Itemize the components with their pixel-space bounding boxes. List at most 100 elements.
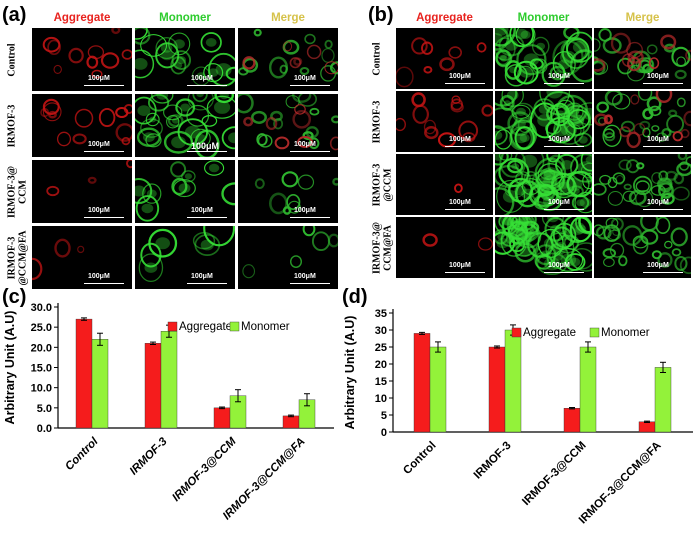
y-tick-label: 35 bbox=[375, 308, 387, 320]
cell-mark bbox=[495, 28, 510, 51]
cell-mark bbox=[676, 162, 691, 177]
cell-mark bbox=[513, 241, 521, 248]
scale-bar-label: 100μM bbox=[449, 73, 471, 80]
cell-mark bbox=[646, 96, 662, 112]
cell-mark bbox=[238, 94, 254, 114]
row-label: IRMOF-3@ CCM bbox=[6, 165, 28, 218]
cell-mark bbox=[612, 172, 626, 185]
cell-mark bbox=[421, 41, 434, 55]
cell-mark bbox=[566, 177, 583, 192]
y-tick-label: 5.0 bbox=[37, 403, 52, 415]
micrograph-image: 100μM bbox=[396, 91, 493, 152]
cell-mark bbox=[329, 61, 338, 75]
cell-mark bbox=[324, 39, 333, 50]
cell-mark bbox=[495, 229, 509, 245]
cell-mark bbox=[555, 94, 588, 125]
micrograph-texture bbox=[495, 217, 592, 276]
cell-mark bbox=[167, 114, 184, 128]
scale-bar bbox=[187, 85, 227, 86]
cell-mark bbox=[180, 103, 191, 112]
cell-mark bbox=[635, 180, 650, 193]
cell-mark bbox=[676, 56, 686, 67]
micrograph-image: 100μM bbox=[495, 28, 592, 89]
cell-mark bbox=[292, 109, 311, 129]
cell-mark bbox=[497, 233, 505, 240]
cell-mark bbox=[570, 242, 592, 272]
cell-mark bbox=[411, 92, 426, 108]
cell-mark bbox=[282, 206, 292, 215]
cell-mark bbox=[439, 57, 455, 72]
cell-mark bbox=[674, 69, 687, 80]
cell-mark bbox=[155, 37, 178, 60]
cell-mark bbox=[639, 120, 651, 130]
micrograph-image: 100μM bbox=[238, 28, 338, 91]
cell-mark bbox=[540, 168, 556, 181]
scale-bar bbox=[290, 283, 330, 284]
cell-mark bbox=[531, 36, 550, 56]
cell-mark bbox=[515, 133, 527, 144]
cell-mark bbox=[53, 64, 62, 74]
cell-mark bbox=[549, 65, 566, 81]
cell-mark bbox=[576, 199, 585, 207]
cell-mark bbox=[619, 126, 631, 138]
cell-mark bbox=[292, 94, 312, 103]
cell-mark bbox=[536, 252, 568, 276]
panel-label-c: (c) bbox=[2, 286, 27, 308]
cell-mark bbox=[238, 67, 249, 76]
column-title-monomer: Monomer bbox=[159, 12, 211, 24]
cell-mark bbox=[510, 221, 539, 243]
scale-bar-label: 100μM bbox=[294, 207, 316, 214]
cell-mark bbox=[155, 237, 170, 250]
cell-mark bbox=[46, 185, 60, 197]
bar-aggregate bbox=[638, 421, 656, 433]
legend-label: Aggregate bbox=[523, 327, 576, 339]
cell-mark bbox=[451, 95, 461, 104]
cell-mark bbox=[602, 124, 622, 147]
cell-mark bbox=[594, 224, 605, 237]
bar-monomer bbox=[160, 331, 178, 429]
scale-bar bbox=[84, 283, 124, 284]
cell-mark bbox=[243, 116, 254, 127]
scale-bar-label: 100μM bbox=[88, 141, 110, 148]
cell-mark bbox=[633, 175, 653, 196]
bar-aggregate bbox=[213, 407, 231, 429]
cell-mark bbox=[677, 154, 688, 161]
cell-mark bbox=[512, 102, 535, 124]
scale-bar bbox=[290, 85, 330, 86]
micrograph-image: 100μM bbox=[238, 160, 338, 223]
cell-mark bbox=[563, 235, 580, 251]
cell-mark bbox=[646, 44, 658, 55]
cell-mark bbox=[289, 57, 301, 69]
cell-mark bbox=[569, 49, 592, 83]
cell-mark bbox=[115, 123, 132, 142]
cell-mark bbox=[121, 136, 131, 146]
cell-mark bbox=[422, 233, 438, 247]
cell-mark bbox=[142, 183, 162, 204]
micrograph-texture bbox=[135, 28, 235, 87]
micrograph-image: 100μM bbox=[238, 226, 338, 289]
cell-mark bbox=[618, 159, 632, 171]
cell-mark bbox=[672, 186, 690, 201]
x-tick-label: IRMOF-3@CCM bbox=[520, 440, 588, 508]
micrograph-image: 100μM bbox=[396, 154, 493, 215]
y-tick-label: 20 bbox=[375, 359, 387, 371]
cell-mark bbox=[221, 126, 235, 150]
cell-mark bbox=[495, 28, 509, 36]
bar-aggregate bbox=[144, 343, 162, 429]
bar-aggregate bbox=[413, 333, 431, 433]
cell-mark bbox=[521, 188, 534, 199]
cell-mark bbox=[203, 63, 224, 83]
scale-bar-label: 100μM bbox=[191, 141, 220, 151]
micrograph-texture bbox=[243, 104, 338, 151]
scale-bar bbox=[445, 83, 485, 84]
scale-bar-label: 100μM bbox=[88, 207, 110, 214]
scale-bar-label: 100μM bbox=[88, 273, 110, 280]
micrograph-image: 100μM bbox=[594, 91, 691, 152]
cell-mark bbox=[683, 110, 691, 127]
y-tick-label: 10 bbox=[375, 393, 387, 405]
cell-mark bbox=[570, 154, 592, 183]
cell-mark bbox=[137, 105, 151, 116]
y-tick-label: 15.0 bbox=[31, 363, 52, 375]
cell-mark bbox=[495, 49, 511, 67]
cell-mark bbox=[509, 126, 534, 151]
